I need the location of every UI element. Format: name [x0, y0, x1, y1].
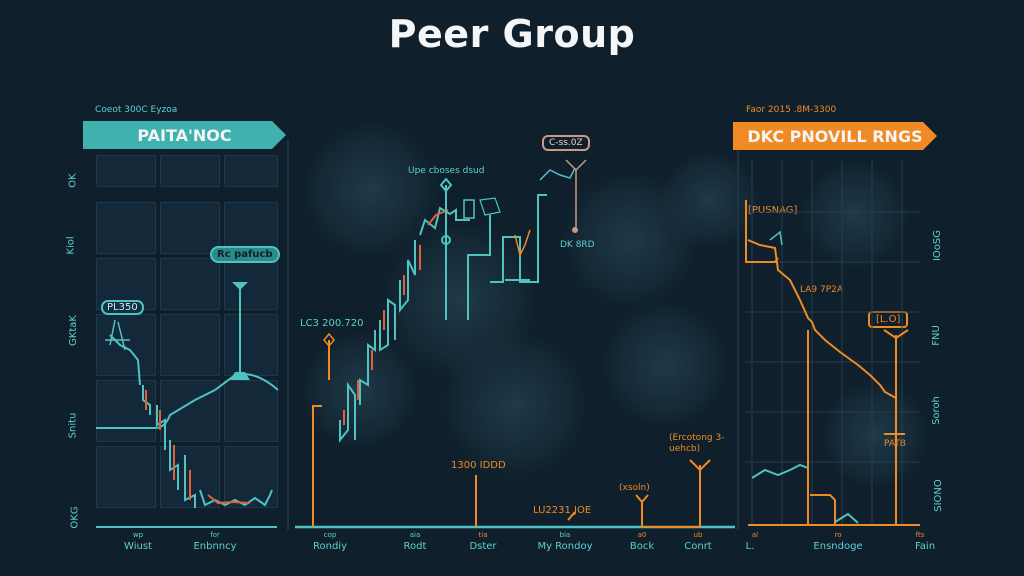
right-x-label-1: Ensndoge [813, 541, 863, 552]
middle-x-label-5: Conrt [684, 541, 712, 552]
left-callout-1: Rc pafucb [210, 246, 280, 263]
left-x-tick-0: wp [132, 531, 144, 539]
middle-callout-3: DK 8RD [560, 240, 595, 250]
left-x-label-0: Wiust [124, 541, 152, 552]
left-caption: Coeot 300C Eyzoa [95, 105, 178, 115]
middle-x-label-2: Dster [469, 541, 497, 552]
middle-x-tick-3: bia [559, 531, 571, 539]
right-x-label-0: L. [745, 541, 755, 552]
middle-x-tick-2: tia [478, 531, 488, 539]
right-grid [745, 160, 920, 525]
middle-callout-6: (xsoln) [619, 483, 650, 493]
right-x-tick-1: ro [834, 531, 842, 539]
left-x-label-1: Enbnncy [193, 541, 237, 552]
middle-x-tick-4: a0 [637, 531, 647, 539]
right-callout-0: [PUSNAG] [748, 205, 798, 216]
middle-x-label-3: My Rondoy [537, 541, 593, 552]
right-caption: Faor 2015 .8M-3300 [746, 105, 837, 115]
middle-x-tick-1: aia [409, 531, 421, 539]
page-title: Peer Group [388, 12, 636, 56]
middle-callout-0: Upe cboses dsud [408, 166, 485, 176]
left-callout-0: PL350 [101, 300, 144, 315]
right-banner: DKC PNOVILL RNGS [733, 122, 937, 150]
right-x-tick-0: al [751, 531, 759, 539]
left-banner: PAITA'NOC [83, 121, 286, 149]
middle-callout-7: (Ercotong 3-uehcb) [669, 433, 725, 454]
middle-callout-1: LC3 200.720 [300, 318, 364, 329]
right-x-tick-2: fts [915, 531, 925, 539]
middle-x-tick-0: cop [323, 531, 337, 539]
middle-x-label-4: Bock [629, 541, 655, 552]
middle-callout-5: LU2231 JOE [533, 505, 592, 516]
middle-callout-2: C-ss.0Z [542, 135, 590, 151]
right-callout-1: LA9 7P2A [800, 285, 844, 295]
middle-callout-4: 1300 IDDD [451, 460, 506, 471]
right-x-label-2: Fain [914, 541, 936, 552]
left-x-tick-1: for [210, 531, 220, 539]
middle-x-label-1: Rodt [403, 541, 427, 552]
middle-x-label-0: Rondiy [313, 541, 347, 552]
right-callout-3: PATB [884, 439, 906, 449]
middle-x-tick-5: ub [693, 531, 703, 539]
